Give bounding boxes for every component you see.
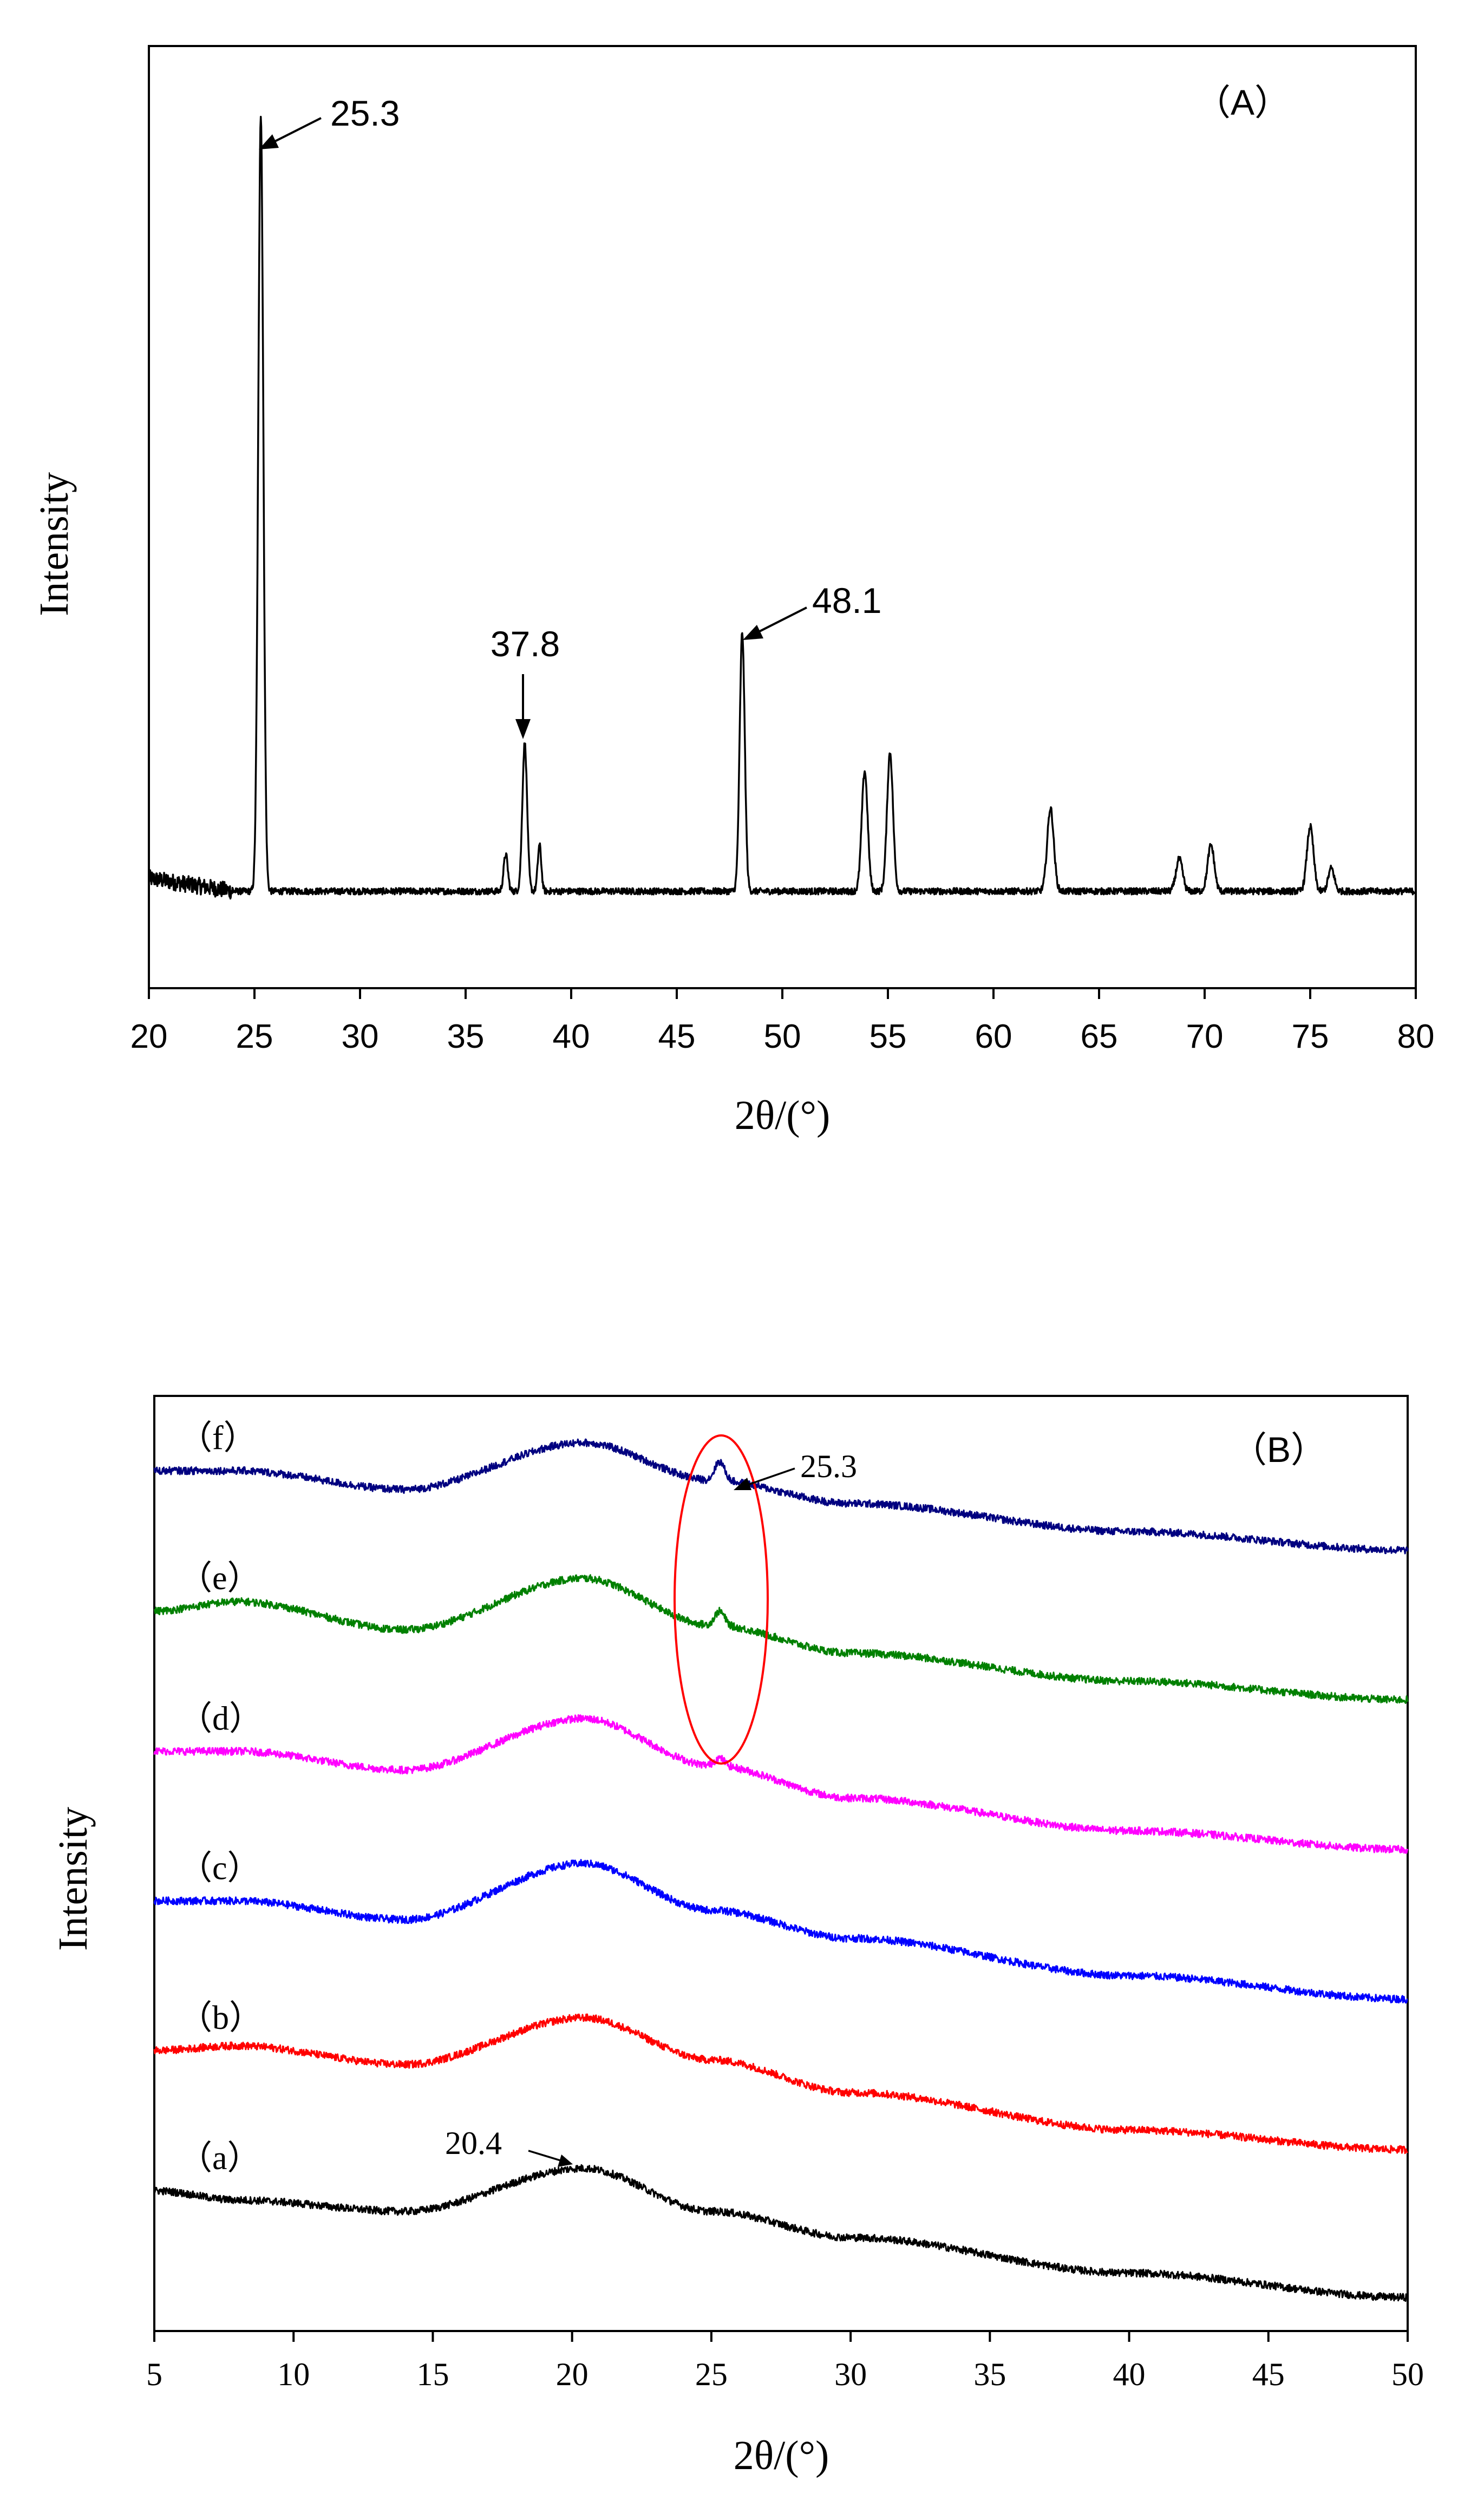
annotation-label: 20.4: [445, 2125, 502, 2161]
annotation-arrow: [528, 2150, 561, 2162]
panel-b-frame: [153, 1395, 1409, 2332]
x-tick-label: 50: [764, 1018, 801, 1055]
annotation-label: 48.1: [812, 580, 881, 621]
x-tick-label: 40: [553, 1018, 590, 1055]
panel-b-annotation-25-3: 25.3: [734, 1448, 857, 1490]
panel-a-annotation-37-8: 37.8: [491, 624, 560, 739]
series-label: （c）: [179, 1850, 261, 1887]
series-label: （d）: [179, 1700, 263, 1737]
x-tick-label: 15: [416, 2356, 449, 2392]
panel-b-series-labels: （a） （b） （c） （d） （e） （f）: [179, 1420, 263, 2177]
panel-a-label: （A）: [1195, 82, 1290, 122]
panel-a-y-axis-label: Intensity: [31, 472, 77, 616]
x-tick-label: 35: [447, 1018, 485, 1055]
series-label: （a）: [179, 2140, 261, 2177]
arrow-head: [734, 1478, 751, 1490]
series-line-4: [153, 1574, 1409, 1704]
x-tick-label: 30: [342, 1018, 379, 1055]
panel-a-annotation-48-1: 48.1: [743, 580, 881, 640]
annotation-arrow: [750, 606, 807, 637]
highlight-ellipse: [674, 1434, 769, 1765]
x-tick-label: 20: [130, 1018, 168, 1055]
x-tick-label: 55: [870, 1018, 907, 1055]
panel-b: 5 10 15 20 25 30 35 40 45 50 （a） （b） （c） （d） （e） （f） （…: [50, 1395, 1424, 2478]
x-tick-label: 10: [277, 2356, 310, 2392]
x-tick-label: 80: [1397, 1018, 1435, 1055]
series-line-3: [153, 1714, 1409, 1854]
series-label: （b）: [179, 2000, 263, 2036]
x-tick-label: 45: [658, 1018, 696, 1055]
x-tick-label: 25: [695, 2356, 728, 2392]
x-tick-label: 75: [1292, 1018, 1329, 1055]
series-label: （e）: [179, 1560, 261, 1597]
annotation-label: 25.3: [330, 93, 400, 133]
panel-a: 20 25 30 35 40 45 50 55 60 65 70 75 80 （A） 2θ/(°) In…: [31, 45, 1435, 1138]
panel-b-y-axis-label: Intensity: [50, 1807, 96, 1951]
x-tick-label: 65: [1081, 1018, 1118, 1055]
panel-a-x-axis-label: 2θ/(°): [735, 1093, 831, 1138]
arrow-head: [515, 719, 531, 739]
x-tick-label: 70: [1186, 1018, 1224, 1055]
panel-b-x-ticks: [153, 2331, 1409, 2342]
annotation-arrow: [743, 1467, 795, 1487]
x-tick-label: 30: [834, 2356, 867, 2392]
panel-b-annotation-20-4: 20.4: [445, 2125, 573, 2167]
panel-a-x-ticks: [148, 988, 1417, 999]
x-tick-label: 50: [1391, 2356, 1424, 2392]
x-tick-label: 20: [556, 2356, 589, 2392]
series-line-1: [153, 2013, 1408, 2154]
panel-b-series: [153, 1438, 1409, 2302]
panel-a-annotation-25-3: 25.3: [259, 93, 400, 149]
x-tick-label: 35: [973, 2356, 1006, 2392]
x-tick-label: 45: [1252, 2356, 1285, 2392]
series-line-0: [154, 2164, 1409, 2302]
panel-a-x-tick-labels: 20 25 30 35 40 45 50 55 60 65 70 75 80: [130, 1018, 1435, 1055]
arrow-head: [259, 134, 279, 149]
panel-b-x-tick-labels: 5 10 15 20 25 30 35 40 45 50: [146, 2356, 1424, 2392]
series-label: （f）: [179, 1420, 257, 1457]
series-line-2: [153, 1859, 1408, 2004]
arrow-head: [558, 2154, 573, 2167]
arrow-head: [743, 625, 763, 640]
panel-b-label: （B）: [1231, 1429, 1326, 1470]
panel-a-series-line: [148, 115, 1417, 900]
panel-b-x-axis-label: 2θ/(°): [734, 2433, 829, 2478]
series-line-5: [153, 1438, 1409, 1555]
x-tick-label: 40: [1113, 2356, 1146, 2392]
x-tick-label: 60: [975, 1018, 1012, 1055]
x-tick-label: 5: [146, 2356, 162, 2392]
x-tick-label: 25: [236, 1018, 273, 1055]
annotation-label: 37.8: [491, 624, 560, 664]
annotation-label: 25.3: [800, 1448, 857, 1484]
